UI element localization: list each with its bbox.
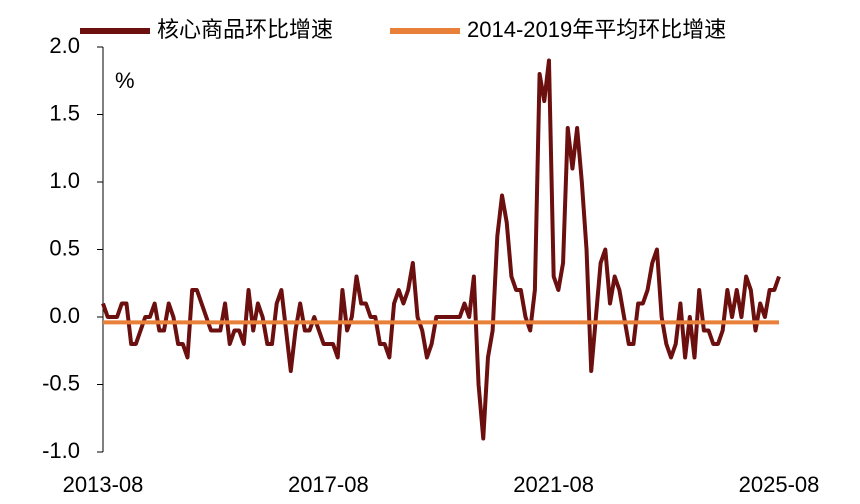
y-tick-label: -0.5	[42, 370, 80, 395]
x-tick-label: 2013-08	[63, 472, 144, 497]
legend-label: 核心商品环比增速	[157, 17, 333, 42]
y-tick-label: -1.0	[42, 438, 80, 463]
legend-label: 2014-2019年平均环比增速	[467, 17, 726, 42]
y-tick-label: 2.0	[49, 33, 80, 58]
y-tick-label: 1.0	[49, 168, 80, 193]
x-tick-label: 2021-08	[513, 472, 594, 497]
y-tick-label: 0.0	[49, 303, 80, 328]
x-tick-label: 2017-08	[288, 472, 369, 497]
series-line	[101, 58, 781, 441]
y-tick-label: 1.5	[49, 100, 80, 125]
x-tick-label: 2025-08	[739, 472, 820, 497]
y-tick-label: 0.5	[49, 235, 80, 260]
y-unit: %	[115, 68, 135, 93]
